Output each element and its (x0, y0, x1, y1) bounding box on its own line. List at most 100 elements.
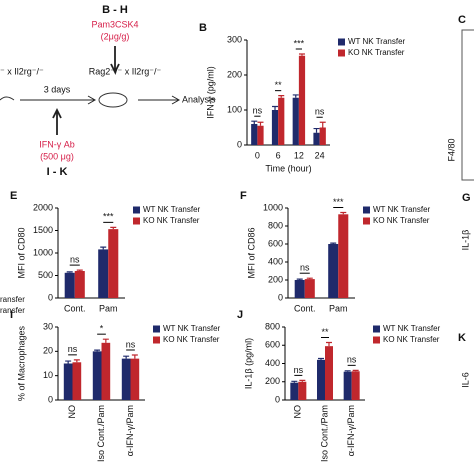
bar (257, 125, 264, 145)
legend-label: WT NK Transfer (163, 324, 221, 333)
bar (290, 382, 299, 400)
error-bar (73, 359, 80, 363)
legend-swatch (363, 206, 370, 214)
y-tick-label: 100 (227, 104, 242, 114)
panel-letter: G (462, 192, 471, 204)
x-tick-label: Cont. (64, 303, 86, 313)
image-edge (461, 29, 474, 181)
error-bar (65, 360, 72, 364)
bar (328, 244, 339, 298)
bar (108, 229, 119, 298)
significance-label: *** (103, 212, 114, 222)
bar-chart: E 0 500 1000 1500 2000 MFI of CD80 Cont. ns Pam **… (10, 190, 201, 313)
bar (271, 110, 279, 145)
y-tick-label: 30 (43, 321, 53, 331)
error-bar (100, 246, 107, 250)
bar (121, 358, 131, 400)
error-bar (292, 94, 299, 98)
legend-swatch (338, 38, 345, 46)
y-tick-label: 20 (43, 346, 53, 356)
bar (343, 371, 352, 400)
y-axis-label: IL-1β (pg/ml) (243, 338, 253, 389)
y-tick-label: 200 (268, 274, 283, 284)
y-tick-label: 200 (227, 69, 242, 79)
bar (251, 124, 258, 145)
bar (298, 381, 307, 400)
significance-label: ** (275, 80, 283, 90)
y-tick-label: 1500 (33, 225, 53, 235)
error-bar (313, 127, 320, 133)
bar (63, 363, 73, 400)
error-bar (94, 349, 101, 352)
error-bar (251, 120, 258, 124)
legend-swatch (133, 217, 140, 225)
significance-label: ns (347, 355, 357, 365)
x-tick-label: α-IFN-γ/Pam (125, 405, 135, 456)
error-bar (344, 370, 351, 372)
x-tick-label: NO (67, 405, 77, 419)
y-tick-label: 2000 (33, 202, 53, 212)
schematic: B - H Pam3CSK4 (2μg/g) ⁻ x Il2rg⁻/⁻ 3 da… (0, 4, 216, 178)
significance-label: *** (294, 38, 305, 48)
legend-swatch (338, 49, 345, 57)
bar (64, 272, 75, 298)
y-tick-label: 10 (43, 370, 53, 380)
readout: Analysis (182, 94, 216, 104)
legend-label: KO NK Transfer (383, 335, 440, 344)
error-bar (272, 105, 279, 110)
y-tick-label: 600 (268, 238, 283, 248)
panel-letter: C (458, 14, 466, 26)
legend-label: WT NK Transfer (143, 205, 201, 214)
y-axis-label: MFI of CD86 (246, 227, 256, 278)
bar (292, 97, 299, 145)
x-tick-label: Iso Cont./Pam (319, 405, 329, 462)
legend-swatch (373, 325, 380, 333)
bar (130, 358, 140, 400)
significance-label: ** (321, 327, 329, 337)
error-bar (110, 226, 117, 230)
y-tick-label: 0 (48, 292, 53, 302)
bar (325, 346, 333, 400)
bar (278, 97, 285, 145)
significance-label: ns (68, 344, 78, 354)
x-tick-label: Pam (99, 303, 118, 313)
y-tick-label: 600 (265, 340, 280, 350)
legend-label: WT NK Transfer (348, 37, 406, 46)
y-tick-label: 1000 (33, 247, 53, 257)
bar (351, 371, 360, 400)
y-axis-label: % of Macrophages (16, 325, 26, 401)
error-bar (330, 242, 337, 244)
panel-letter: I (10, 309, 13, 321)
x-axis-label: Time (hour) (265, 163, 311, 173)
x-tick-label: α-IFN-γ/Pam (346, 405, 356, 456)
bar (98, 249, 109, 298)
legend-label: KO NK Transfer (143, 216, 200, 225)
arrow (110, 46, 120, 75)
panel-letter: J (237, 309, 243, 321)
y-tick-label: 0 (237, 139, 242, 149)
bar-chart: B 0 100 200 300 IFN-γ (pg/ml) 0 ns 6 ** 12 *** 24 ns T… (199, 22, 406, 173)
x-tick-label: NO (293, 405, 303, 419)
error-bar (76, 269, 83, 271)
y-axis-label: IFN-γ (pg/ml) (205, 66, 215, 119)
legend-label: WT NK Transfer (373, 205, 431, 214)
legend-label: KO NK Transfer (373, 216, 430, 225)
y-tick-label: 0 (278, 292, 283, 302)
mouse-icon (0, 96, 15, 101)
mouse-icon (98, 92, 128, 108)
legend-label: KO NK Transfer (163, 335, 220, 344)
error-bar (318, 357, 324, 360)
error-bar (131, 354, 138, 359)
error-bar (123, 355, 130, 359)
x-tick-label: Iso Cont./Pam (96, 405, 106, 462)
y-tick-label: 300 (227, 34, 242, 44)
bar-chart: J 0 200 400 600 800 IL-1β (pg/ml) NO ns Iso Cont.… (237, 309, 441, 462)
bar (101, 342, 111, 400)
legend-label: KO NK Transfer (348, 48, 405, 57)
donor-label: ⁻ x Il2rg⁻/⁻ (0, 66, 44, 76)
bar (72, 362, 82, 400)
error-bar (326, 341, 332, 347)
panel-letter: F (240, 190, 247, 202)
x-tick-label: 6 (276, 150, 281, 160)
